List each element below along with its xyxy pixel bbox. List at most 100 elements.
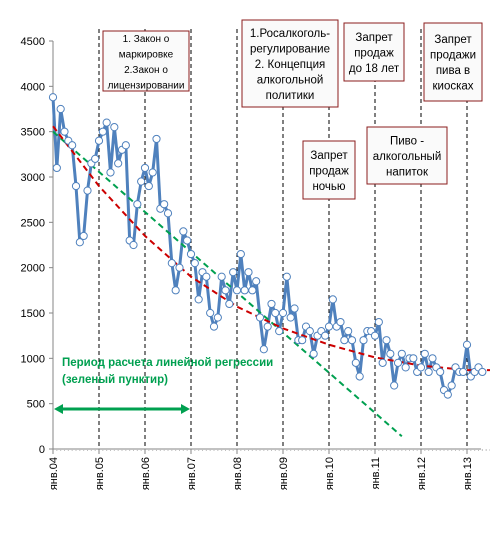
annotation-text: Запрет (310, 150, 348, 162)
y-tick-label: 3000 (21, 172, 45, 184)
annotation-text: алкогольной (257, 74, 324, 86)
annotation-text: регулирование (250, 43, 330, 55)
data-point (110, 123, 119, 132)
annotation-text: лицензировании (108, 81, 185, 92)
data-point (340, 336, 349, 345)
annotation-box (423, 22, 483, 102)
data-point (321, 331, 330, 340)
data-point (202, 272, 211, 281)
data-point (478, 367, 487, 377)
x-tick-label: янв.08 (232, 457, 244, 490)
data-point (79, 231, 88, 241)
data-point (75, 238, 84, 247)
data-point (71, 181, 81, 191)
data-point (236, 249, 245, 259)
data-point (344, 327, 353, 336)
x-tick-label: янв.09 (278, 457, 290, 490)
data-point (443, 390, 452, 399)
data-point (248, 286, 257, 295)
y-tick-label: 2500 (21, 217, 45, 229)
annotation-text: киосках (432, 81, 473, 93)
data-point (217, 272, 226, 281)
annotation-text: пива в (436, 65, 470, 77)
data-point (336, 317, 345, 327)
arrowhead-right (181, 404, 190, 414)
data-point (328, 295, 337, 304)
y-tick-label: 4500 (21, 36, 45, 48)
data-point (390, 381, 399, 390)
x-tick-label: янв.12 (416, 457, 428, 490)
data-point (68, 141, 77, 150)
annotation-text: продаж (354, 47, 394, 59)
data-point (114, 159, 123, 168)
data-point (271, 308, 280, 318)
annotation-text: продаж (309, 165, 349, 177)
data-point (347, 336, 357, 345)
y-tick-label: 4000 (21, 81, 45, 93)
data-point (140, 163, 150, 173)
y-tick-label: 1500 (21, 308, 45, 320)
annotation-text: 1. Закон о (123, 34, 170, 45)
data-point (137, 177, 146, 186)
arrowhead-left (54, 404, 63, 414)
data-point (355, 372, 364, 381)
data-point (152, 134, 161, 144)
data-point (275, 327, 284, 336)
data-point (160, 200, 169, 209)
data-point (378, 358, 387, 367)
annotation-box (102, 30, 190, 92)
data-point (416, 363, 426, 372)
x-tick-label: янв.10 (324, 457, 336, 490)
data-point (102, 118, 111, 127)
annotation-text: маркировке (119, 50, 174, 61)
data-point (309, 349, 318, 358)
data-point (98, 127, 107, 136)
annotation-box (241, 19, 339, 108)
annotation-text: 2. Концепция (255, 59, 326, 71)
data-point (232, 286, 242, 295)
annotation-text: 2.Закон о (124, 65, 168, 76)
data-point (324, 322, 334, 331)
regression-note-text: Период расчета линейной регрессии (62, 357, 273, 369)
data-point (359, 336, 368, 345)
data-point (351, 358, 360, 367)
data-point (255, 313, 265, 322)
x-tick-label: янв.13 (462, 457, 474, 490)
data-point (386, 349, 395, 358)
annotation-text: напиток (386, 166, 429, 178)
data-point (171, 286, 180, 295)
data-point (278, 308, 288, 318)
data-point (183, 236, 192, 245)
data-point (221, 286, 230, 295)
data-point (106, 168, 115, 177)
data-point (121, 141, 130, 150)
y-tick-label: 1000 (21, 353, 45, 365)
x-tick-label: янв.07 (186, 457, 198, 490)
data-point (144, 181, 153, 191)
annotation-text: алкогольный (373, 151, 442, 163)
data-point (290, 304, 299, 313)
data-point (397, 349, 406, 358)
data-point (370, 331, 380, 340)
data-point (298, 336, 307, 345)
data-point (60, 127, 69, 136)
data-point (91, 154, 100, 163)
data-point (382, 336, 391, 345)
data-point (83, 186, 92, 195)
data-point (459, 367, 468, 377)
x-tick-label: янв.05 (94, 457, 106, 490)
y-tick-label: 2000 (21, 263, 45, 275)
data-point (186, 249, 196, 259)
linear-trend-line (52, 130, 403, 438)
data-point (305, 327, 314, 336)
data-point (282, 272, 291, 281)
data-point (244, 268, 253, 277)
data-point (163, 209, 173, 218)
data-point (175, 263, 184, 272)
data-point (428, 354, 437, 363)
regression-note-text: (зеленый пунктир) (62, 374, 168, 386)
annotation-text: политики (266, 90, 315, 102)
data-point (190, 259, 199, 268)
data-point (462, 340, 472, 349)
